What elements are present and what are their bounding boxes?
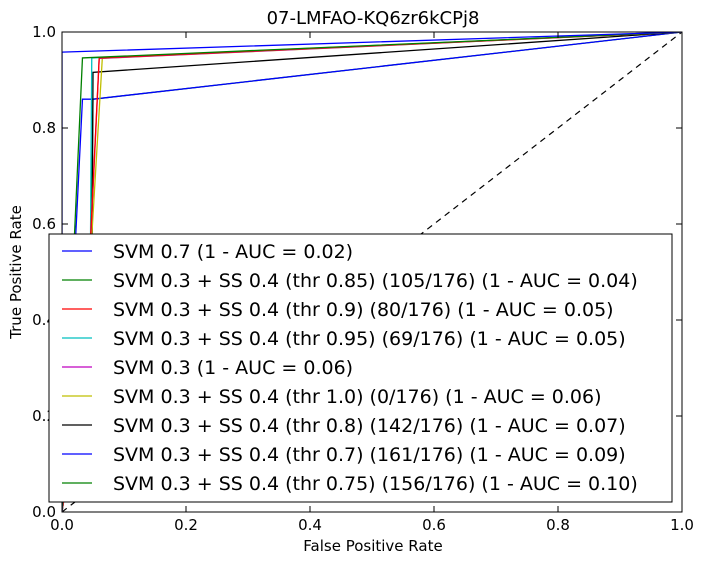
x-tick-label: 0.2 <box>174 516 198 534</box>
legend-box <box>48 233 673 503</box>
y-tick-label: 1.0 <box>32 23 56 41</box>
series-line-1 <box>62 32 682 512</box>
x-tick-label: 0.6 <box>422 516 446 534</box>
y-axis-title: True Positive Rate <box>7 205 25 340</box>
legend-label-3: SVM 0.3 + SS 0.4 (thr 0.9) (80/176) (1 -… <box>113 299 614 321</box>
x-tick-label: 0.4 <box>298 516 322 534</box>
y-tick-label: 0.0 <box>32 503 56 521</box>
legend-label-4: SVM 0.3 + SS 0.4 (thr 0.95) (69/176) (1 … <box>113 328 626 350</box>
legend-label-6: SVM 0.3 + SS 0.4 (thr 1.0) (0/176) (1 - … <box>113 386 602 408</box>
legend-label-5: SVM 0.3 (1 - AUC = 0.06) <box>113 357 353 379</box>
chance-baseline <box>62 32 682 512</box>
chart-title: 07-LMFAO-KQ6zr6kCPj8 <box>267 8 480 29</box>
legend-label-2: SVM 0.3 + SS 0.4 (thr 0.85) (105/176) (1… <box>113 270 638 292</box>
legend-label-8: SVM 0.3 + SS 0.4 (thr 0.7) (161/176) (1 … <box>113 444 626 466</box>
y-tick-label: 0.6 <box>32 215 56 233</box>
y-tick-label: 0.8 <box>32 119 56 137</box>
legend-label-1: SVM 0.7 (1 - AUC = 0.02) <box>113 241 353 263</box>
x-tick-label: 0.0 <box>50 516 74 534</box>
x-tick-label: 0.8 <box>546 516 570 534</box>
x-tick-label: 1.0 <box>670 516 694 534</box>
x-axis-title: False Positive Rate <box>303 537 442 555</box>
legend-label-7: SVM 0.3 + SS 0.4 (thr 0.8) (142/176) (1 … <box>113 415 626 437</box>
legend-label-9: SVM 0.3 + SS 0.4 (thr 0.75) (156/176) (1… <box>113 473 638 495</box>
